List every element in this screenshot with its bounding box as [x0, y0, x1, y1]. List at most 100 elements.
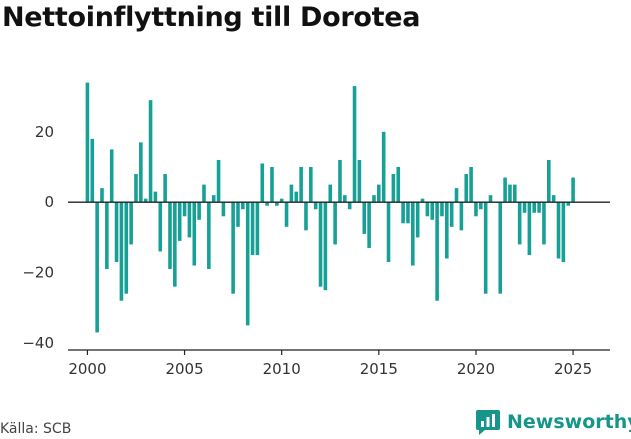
y-tick: 0	[44, 193, 54, 211]
bar	[279, 198, 284, 203]
bar	[275, 202, 279, 206]
bar	[241, 202, 245, 210]
bars-group	[85, 82, 575, 333]
source-note: Källa: SCB	[0, 421, 72, 437]
bar	[522, 202, 527, 213]
bar	[168, 202, 172, 270]
x-tick-label: 2015	[360, 360, 398, 378]
bar	[377, 184, 381, 203]
x-tick-label: 2025	[554, 360, 592, 378]
x-tick-label: 2005	[165, 360, 203, 378]
bar	[357, 159, 362, 203]
bar	[343, 195, 347, 203]
bar	[338, 159, 342, 203]
bar	[425, 202, 430, 217]
bar	[542, 202, 546, 245]
bar	[158, 202, 163, 252]
bar	[352, 86, 357, 203]
brand-logo: Newsworthy	[475, 408, 631, 436]
bar	[124, 202, 129, 294]
bar	[449, 202, 454, 227]
bar	[187, 202, 192, 238]
bar	[105, 202, 109, 270]
bar	[85, 82, 90, 203]
y-tick-label: −20	[22, 264, 54, 282]
bar	[192, 202, 197, 266]
bar	[309, 167, 313, 203]
bar	[517, 202, 522, 245]
x-tick-label: 2000	[68, 360, 106, 378]
bar	[255, 202, 260, 255]
bar	[474, 202, 478, 217]
bar	[299, 167, 303, 203]
y-tick: 20	[35, 123, 54, 141]
chart-title: Nettoinflyttning till Dorotea	[2, 2, 421, 33]
bar	[221, 202, 226, 217]
newsworthy-logo-icon	[476, 410, 500, 435]
bar	[265, 202, 269, 206]
x-tick-label: 2010	[263, 360, 301, 378]
bar	[207, 202, 211, 270]
bar	[231, 202, 235, 294]
bar	[173, 202, 177, 287]
bar	[216, 159, 221, 203]
bar-chart: −40 −20 0 20 2000 2005 2010 2015 2020 2025	[22, 82, 610, 378]
bar	[153, 191, 158, 203]
bar	[454, 188, 459, 203]
bar	[396, 167, 401, 203]
bar	[245, 202, 250, 326]
bar	[211, 195, 216, 203]
bar	[483, 202, 488, 294]
bar	[435, 202, 439, 301]
bar	[95, 202, 99, 333]
bar	[313, 202, 318, 210]
bar	[459, 202, 464, 231]
x-tick: 2000	[68, 350, 107, 378]
x-axis: 2000 2005 2010 2015 2020 2025	[68, 349, 610, 378]
bar	[318, 202, 323, 287]
bar	[372, 195, 376, 203]
bar	[464, 174, 469, 203]
x-tick: 2010	[263, 350, 301, 378]
bar	[469, 167, 473, 203]
bar	[90, 138, 95, 203]
bar	[406, 202, 410, 224]
bar	[440, 202, 444, 217]
bar	[114, 202, 119, 263]
bar	[430, 202, 435, 220]
bar	[537, 202, 541, 213]
bar	[177, 202, 182, 241]
bar	[561, 202, 566, 263]
bar	[139, 142, 143, 203]
bar	[566, 202, 571, 206]
bar	[362, 202, 367, 234]
y-tick-label: 20	[35, 123, 54, 141]
bar	[367, 202, 371, 248]
bar	[551, 195, 556, 203]
x-tick: 2015	[360, 350, 398, 378]
bar	[508, 184, 512, 203]
bar	[182, 202, 187, 217]
bar	[401, 202, 405, 224]
bar	[143, 198, 148, 203]
x-tick: 2025	[554, 350, 592, 378]
bar	[260, 163, 265, 203]
bar	[294, 191, 299, 203]
bar	[445, 202, 449, 259]
bar	[488, 195, 493, 203]
y-tick-label: −40	[22, 334, 54, 352]
bar	[134, 174, 138, 203]
bar	[284, 202, 289, 227]
x-tick: 2020	[457, 350, 495, 378]
bar	[148, 100, 153, 203]
bar	[119, 202, 124, 301]
bar	[197, 202, 201, 220]
bar	[347, 202, 352, 210]
x-tick: 2005	[165, 350, 204, 378]
bar	[547, 159, 551, 203]
y-tick-label: 0	[44, 193, 54, 211]
bar	[479, 202, 483, 210]
bar	[556, 202, 561, 259]
bar	[498, 202, 503, 294]
bar	[323, 202, 328, 291]
